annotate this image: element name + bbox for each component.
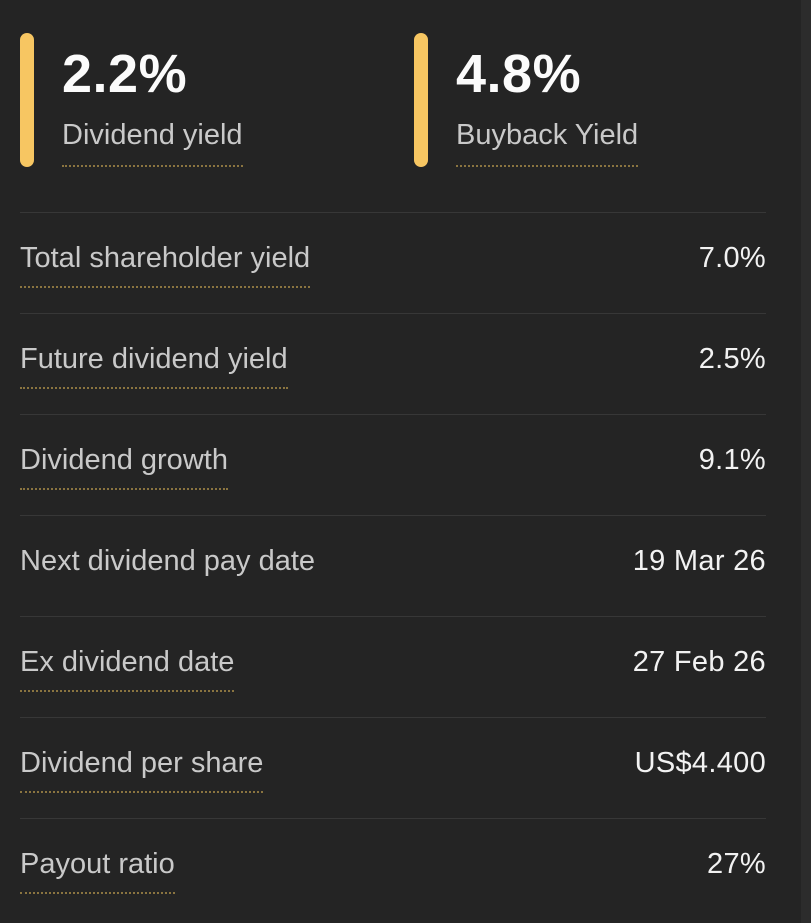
stat-label[interactable]: Dividend yield [62, 119, 243, 168]
table-row: Future dividend yield 2.5% [20, 313, 766, 414]
highlight-stat: 2.2% Dividend yield [20, 33, 414, 168]
table-row: Payout ratio 27% [20, 818, 766, 919]
dividend-stats-list: Total shareholder yield 7.0% Future divi… [0, 212, 811, 919]
highlight-stat: 4.8% Buyback Yield [414, 33, 808, 168]
row-value: 27 Feb 26 [632, 646, 766, 679]
row-label[interactable]: Dividend per share [20, 747, 264, 793]
stat-body: 4.8% Buyback Yield [428, 33, 639, 168]
row-label[interactable]: Total shareholder yield [20, 242, 311, 288]
table-row: Next dividend pay date 19 Mar 26 [20, 515, 766, 616]
accent-bar [20, 33, 34, 168]
stat-label[interactable]: Buyback Yield [456, 119, 639, 168]
table-row: Dividend per share US$4.400 [20, 717, 766, 818]
row-label[interactable]: Ex dividend date [20, 646, 235, 692]
row-value: US$4.400 [634, 747, 766, 780]
table-row: Dividend growth 9.1% [20, 414, 766, 515]
row-label: Next dividend pay date [20, 545, 316, 578]
row-value: 2.5% [698, 343, 766, 376]
row-label[interactable]: Payout ratio [20, 848, 175, 894]
panel-right-gutter [801, 0, 811, 923]
stat-body: 2.2% Dividend yield [34, 33, 243, 168]
accent-bar [414, 33, 428, 168]
row-label[interactable]: Dividend growth [20, 444, 228, 490]
highlight-stats: 2.2% Dividend yield 4.8% Buyback Yield [0, 0, 811, 168]
row-label[interactable]: Future dividend yield [20, 343, 288, 389]
row-value: 19 Mar 26 [632, 545, 766, 578]
stat-value: 4.8% [456, 44, 582, 104]
stat-value: 2.2% [62, 44, 188, 104]
row-value: 27% [707, 848, 766, 881]
table-row: Ex dividend date 27 Feb 26 [20, 616, 766, 717]
row-value: 7.0% [698, 242, 766, 275]
table-row: Total shareholder yield 7.0% [20, 212, 766, 313]
row-value: 9.1% [698, 444, 766, 477]
